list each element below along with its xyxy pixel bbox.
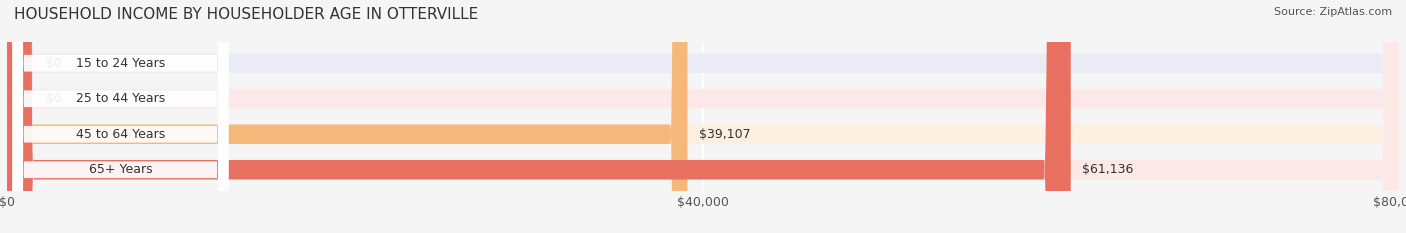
FancyBboxPatch shape (13, 0, 228, 233)
FancyBboxPatch shape (7, 0, 32, 233)
FancyBboxPatch shape (7, 0, 1399, 233)
FancyBboxPatch shape (13, 0, 228, 233)
FancyBboxPatch shape (13, 0, 228, 233)
FancyBboxPatch shape (7, 0, 1399, 233)
Text: $0: $0 (46, 57, 62, 70)
Text: Source: ZipAtlas.com: Source: ZipAtlas.com (1274, 7, 1392, 17)
FancyBboxPatch shape (7, 0, 1071, 233)
Text: 45 to 64 Years: 45 to 64 Years (76, 128, 165, 141)
FancyBboxPatch shape (7, 0, 1399, 233)
Text: 15 to 24 Years: 15 to 24 Years (76, 57, 165, 70)
Text: $39,107: $39,107 (699, 128, 751, 141)
Text: HOUSEHOLD INCOME BY HOUSEHOLDER AGE IN OTTERVILLE: HOUSEHOLD INCOME BY HOUSEHOLDER AGE IN O… (14, 7, 478, 22)
FancyBboxPatch shape (7, 0, 32, 233)
Text: 65+ Years: 65+ Years (89, 163, 152, 176)
Text: $0: $0 (46, 92, 62, 105)
FancyBboxPatch shape (7, 0, 688, 233)
FancyBboxPatch shape (13, 0, 228, 233)
Text: $61,136: $61,136 (1081, 163, 1133, 176)
FancyBboxPatch shape (7, 0, 1399, 233)
Text: 25 to 44 Years: 25 to 44 Years (76, 92, 165, 105)
